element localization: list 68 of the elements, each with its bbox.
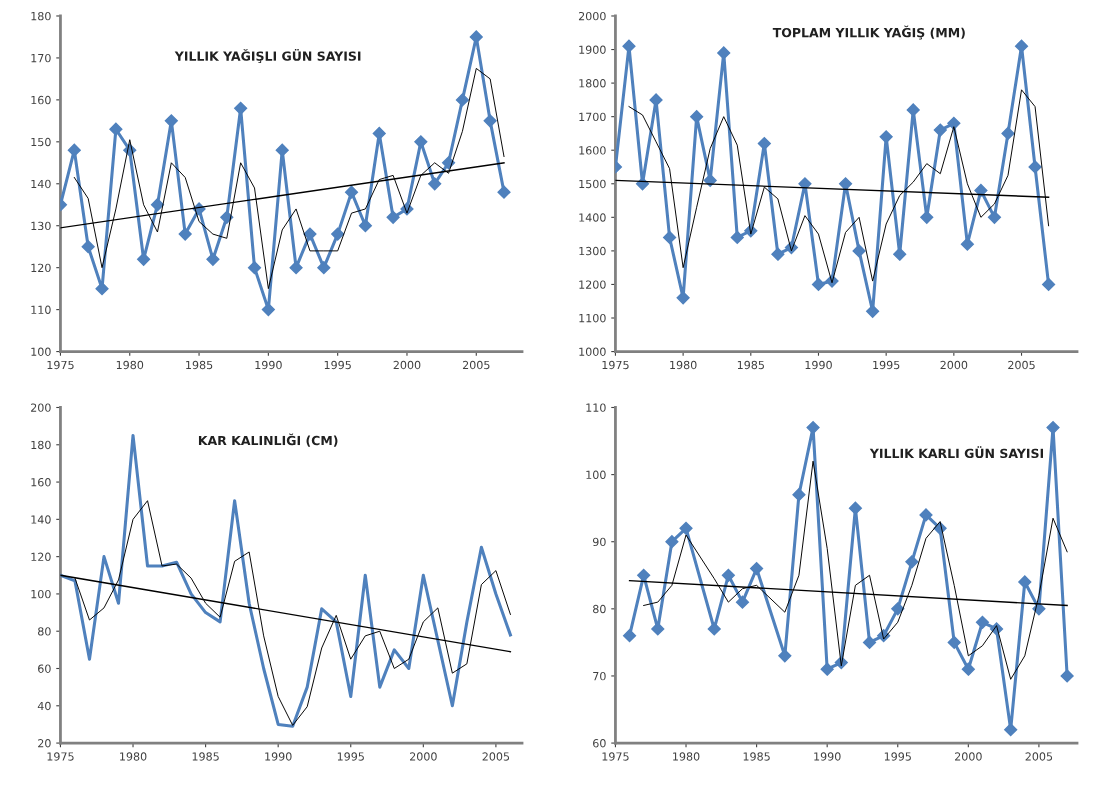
y-tick-label: 100	[586, 470, 606, 479]
y-tick-label: 120	[31, 552, 51, 562]
x-tick-label: 1995	[337, 752, 364, 761]
x-tick-label: 1975	[602, 752, 629, 761]
y-tick-label: 20	[38, 739, 51, 748]
y-tick-label: 80	[593, 604, 606, 614]
y-tick-label: 80	[38, 627, 51, 636]
text: YILLIK KARLI GÜN SAYISI	[869, 446, 1044, 459]
text: YILLIK YAĞIŞLI GÜN SAYISI	[174, 49, 361, 64]
x-tick-label: 1985	[737, 360, 764, 370]
x-tick-label: 1975	[47, 752, 74, 761]
x-tick-label: 2005	[482, 752, 510, 761]
y-tick-label: 160	[31, 95, 51, 105]
x-tick-label: 1995	[884, 752, 911, 761]
x-tick-label: 1995	[873, 360, 900, 370]
y-tick-label: 110	[31, 305, 51, 314]
x-tick-label: 1985	[743, 752, 770, 761]
y-tick-label: 1300	[579, 246, 606, 256]
y-tick-label: 40	[37, 701, 51, 711]
y-tick-label: 1700	[579, 112, 606, 122]
x-tick-label: 2000	[955, 752, 982, 761]
y-tick-label: 1400	[579, 213, 606, 222]
y-tick-label: 1900	[579, 45, 606, 54]
y-tick-label: 170	[31, 53, 51, 63]
x-tick-label: 2005	[1008, 360, 1035, 370]
x-tick-label: 1980	[673, 752, 700, 761]
y-tick-label: 70	[593, 671, 606, 681]
y-tick-label: 140	[31, 515, 51, 524]
x-tick-label: 1975	[602, 360, 629, 370]
y-tick-label: 1200	[579, 280, 606, 289]
x-tick-label: 1985	[186, 360, 213, 370]
x-tick-label: 1980	[120, 752, 147, 761]
y-tick-label: 1000	[579, 347, 606, 356]
text: KAR KALINLIĞI (CM)	[198, 433, 338, 447]
x-tick-label: 1990	[814, 752, 841, 761]
x-tick-label: 1990	[265, 752, 292, 761]
x-tick-label: 2000	[940, 360, 968, 370]
x-tick-label: 1985	[192, 752, 219, 761]
x-tick-label: 1980	[116, 360, 144, 370]
y-tick-label: 180	[31, 11, 51, 21]
x-tick-label: 1975	[47, 360, 74, 370]
y-tick-label: 120	[31, 263, 51, 273]
y-tick-label: 100	[31, 589, 51, 599]
x-tick-label: 2005	[1025, 752, 1053, 761]
x-tick-label: 2000	[393, 360, 421, 370]
y-tick-label: 180	[31, 440, 51, 450]
y-tick-label: 1500	[579, 179, 606, 189]
y-tick-label: 1100	[579, 313, 606, 323]
y-tick-label: 60	[38, 664, 51, 673]
y-tick-label: 140	[31, 179, 51, 189]
y-tick-label: 100	[31, 347, 51, 356]
y-tick-label: 110	[586, 403, 606, 412]
x-tick-label: 1980	[670, 360, 697, 370]
y-tick-label: 200	[31, 403, 51, 412]
x-tick-label: 1990	[255, 360, 282, 370]
y-tick-label: 150	[31, 137, 51, 147]
y-tick-label: 90	[592, 537, 606, 547]
x-tick-label: 2005	[462, 360, 490, 370]
x-tick-label: 2000	[410, 752, 437, 761]
y-tick-label: 2000	[578, 11, 606, 21]
x-tick-label: 1990	[805, 360, 832, 370]
text: TOPLAM YILLIK YAĞIŞ (MM)	[772, 25, 965, 40]
y-tick-label: 1800	[579, 79, 606, 88]
y-tick-label: 1600	[579, 146, 606, 155]
y-tick-label: 130	[31, 221, 51, 231]
y-tick-label: 60	[593, 739, 606, 748]
y-tick-label: 160	[31, 478, 51, 487]
x-tick-label: 1995	[324, 360, 351, 370]
